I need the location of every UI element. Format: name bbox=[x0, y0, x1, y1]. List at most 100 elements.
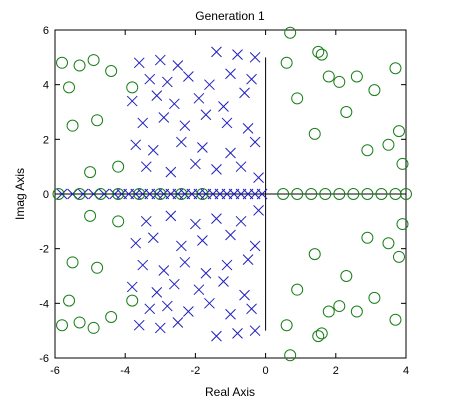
pole-marker bbox=[137, 117, 149, 129]
y-tick-label: 0 bbox=[43, 189, 49, 201]
pole-marker bbox=[168, 278, 180, 290]
pole-marker bbox=[130, 139, 142, 151]
zero-marker bbox=[347, 188, 360, 200]
pole-marker bbox=[197, 235, 208, 246]
zeros-series bbox=[52, 26, 412, 362]
pole-marker bbox=[133, 319, 145, 331]
pole-marker bbox=[158, 188, 170, 200]
zero-marker bbox=[312, 330, 325, 343]
pole-marker bbox=[242, 188, 254, 200]
pole-marker bbox=[172, 317, 184, 328]
x-tick-label: 4 bbox=[403, 365, 409, 377]
zero-marker bbox=[84, 209, 97, 222]
zero-marker bbox=[319, 188, 332, 200]
pole-marker bbox=[98, 188, 110, 200]
pole-marker bbox=[204, 297, 215, 309]
pole-marker bbox=[172, 60, 184, 71]
x-tick-label: -2 bbox=[191, 365, 201, 377]
zero-marker bbox=[291, 188, 304, 200]
zero-marker bbox=[284, 26, 297, 39]
pole-marker bbox=[225, 147, 236, 159]
pole-marker bbox=[165, 166, 177, 178]
pole-marker bbox=[147, 144, 159, 156]
x-tick-label: 2 bbox=[333, 365, 339, 377]
zero-marker bbox=[308, 248, 321, 261]
pole-marker bbox=[221, 259, 233, 271]
zero-marker bbox=[87, 54, 100, 67]
zero-marker bbox=[389, 62, 402, 75]
pole-marker bbox=[235, 161, 247, 173]
zero-marker bbox=[396, 157, 409, 170]
zero-marker bbox=[175, 188, 188, 200]
y-tick-label: -4 bbox=[39, 298, 49, 310]
zero-marker bbox=[87, 321, 100, 334]
pole-marker bbox=[179, 256, 191, 268]
pole-marker bbox=[221, 117, 233, 129]
zero-marker bbox=[56, 319, 69, 332]
zero-marker bbox=[73, 188, 86, 200]
zero-marker bbox=[340, 270, 353, 282]
pole-marker bbox=[190, 158, 201, 170]
pole-marker bbox=[214, 188, 226, 200]
zero-marker bbox=[315, 48, 328, 61]
zero-marker bbox=[91, 114, 104, 127]
pole-marker bbox=[190, 218, 201, 230]
pole-marker bbox=[200, 188, 212, 200]
pole-marker bbox=[130, 237, 142, 249]
pole-marker bbox=[144, 73, 156, 85]
zero-marker bbox=[291, 92, 304, 105]
zero-marker bbox=[333, 300, 346, 313]
poles-series bbox=[56, 46, 268, 342]
zero-marker bbox=[126, 294, 139, 307]
zero-marker bbox=[291, 283, 304, 296]
zero-marker bbox=[63, 294, 76, 307]
pole-marker bbox=[239, 289, 250, 301]
pole-marker bbox=[211, 213, 222, 224]
zero-marker bbox=[133, 188, 146, 200]
zero-marker bbox=[350, 305, 363, 318]
zero-marker bbox=[315, 327, 328, 340]
zero-marker bbox=[284, 349, 297, 362]
x-axis-title: Real Axis bbox=[205, 385, 255, 399]
zero-marker bbox=[112, 188, 125, 200]
zero-marker bbox=[340, 106, 353, 118]
pole-marker bbox=[246, 73, 257, 85]
zero-marker bbox=[56, 56, 69, 69]
pole-marker bbox=[218, 101, 229, 112]
pole-marker bbox=[168, 98, 180, 110]
zero-marker bbox=[66, 119, 79, 132]
zero-marker bbox=[392, 250, 405, 263]
zero-marker bbox=[112, 215, 125, 228]
zero-marker bbox=[63, 81, 76, 94]
pole-marker bbox=[151, 287, 163, 298]
pole-marker bbox=[176, 240, 187, 252]
pole-marker bbox=[67, 188, 78, 200]
zero-marker bbox=[382, 138, 395, 151]
pole-marker bbox=[225, 229, 236, 241]
y-axis-title: Imag Axis bbox=[13, 168, 27, 220]
axis-ticks: -6 -4 -2 0 2 4 6 4 2 0 -2 -4 -6 bbox=[39, 25, 409, 377]
zero-marker bbox=[361, 231, 374, 244]
pole-marker bbox=[249, 136, 261, 148]
pole-marker bbox=[137, 259, 149, 271]
pole-marker bbox=[239, 87, 250, 99]
pole-marker bbox=[161, 300, 173, 312]
pole-marker bbox=[193, 92, 205, 104]
pole-marker bbox=[144, 303, 156, 315]
zero-marker bbox=[322, 70, 335, 83]
y-tick-label: 2 bbox=[43, 134, 49, 146]
pole-marker bbox=[242, 123, 254, 134]
pole-marker bbox=[225, 308, 236, 320]
y-tick-label: 6 bbox=[43, 25, 49, 37]
zero-marker bbox=[84, 166, 97, 179]
zero-marker bbox=[396, 218, 409, 231]
pole-marker bbox=[218, 276, 229, 287]
pole-marker bbox=[235, 215, 247, 227]
zero-marker bbox=[105, 311, 118, 323]
zero-marker bbox=[350, 70, 363, 83]
pole-marker bbox=[179, 120, 191, 132]
pole-marker bbox=[249, 51, 261, 63]
pole-marker bbox=[211, 46, 222, 58]
pole-marker bbox=[249, 325, 261, 337]
zero-marker bbox=[333, 188, 346, 200]
